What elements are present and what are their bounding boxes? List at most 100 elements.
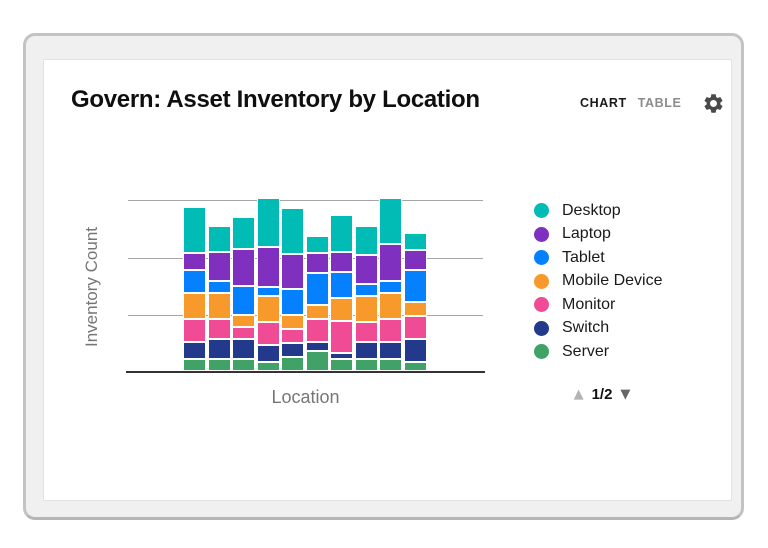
legend-item-mobile-device[interactable]: Mobile Device (534, 272, 663, 289)
bar-segment-desktop[interactable] (281, 208, 304, 254)
stacked-bar[interactable] (379, 198, 402, 371)
bar-segment-tablet[interactable] (281, 289, 304, 315)
bar-segment-switch[interactable] (281, 343, 304, 357)
bar-segment-server[interactable] (232, 359, 255, 371)
bar-segment-monitor[interactable] (330, 321, 353, 353)
bar-segment-desktop[interactable] (330, 215, 353, 252)
legend-item-laptop[interactable]: Laptop (534, 225, 662, 242)
stacked-bar[interactable] (256, 198, 280, 371)
page-down-icon[interactable]: ▼ (620, 387, 631, 402)
bar-segment-server[interactable] (183, 359, 206, 371)
bar-segment-mobile-device[interactable] (256, 296, 280, 322)
bar-segment-laptop[interactable] (281, 254, 304, 289)
bar-segment-monitor[interactable] (183, 319, 206, 342)
legend-item-server[interactable]: Server (534, 343, 662, 360)
bar-segment-tablet[interactable] (403, 270, 427, 302)
x-axis-line (126, 371, 485, 373)
stacked-bar[interactable] (305, 236, 329, 371)
bar-segment-laptop[interactable] (305, 253, 329, 273)
bar-segment-mobile-device[interactable] (207, 293, 231, 319)
bar-segment-server[interactable] (379, 359, 402, 371)
bar-segment-tablet[interactable] (183, 270, 206, 293)
bar-segment-tablet[interactable] (330, 272, 353, 298)
bar-segment-server[interactable] (305, 351, 329, 371)
bar-segment-desktop[interactable] (305, 236, 329, 253)
bar-segment-desktop[interactable] (207, 226, 231, 252)
bar-segment-mobile-device[interactable] (232, 315, 255, 327)
bar-segment-tablet[interactable] (354, 284, 378, 296)
legend-label: Mobile Device (562, 272, 663, 289)
bar-segment-switch[interactable] (232, 339, 255, 359)
legend-item-desktop[interactable]: Desktop (534, 202, 662, 219)
bar-segment-tablet[interactable] (256, 287, 280, 296)
bar-segment-laptop[interactable] (183, 253, 206, 270)
bar-segment-monitor[interactable] (403, 316, 427, 339)
bar-segment-monitor[interactable] (379, 319, 402, 342)
tab-chart[interactable]: CHART (580, 96, 627, 110)
bar-segment-desktop[interactable] (403, 233, 427, 250)
tab-table[interactable]: TABLE (637, 96, 682, 110)
gear-icon (702, 92, 725, 115)
bar-segment-laptop[interactable] (403, 250, 427, 270)
bar-segment-tablet[interactable] (232, 286, 255, 315)
bar-segment-desktop[interactable] (183, 207, 206, 253)
bar-segment-monitor[interactable] (232, 327, 255, 339)
bar-segment-mobile-device[interactable] (379, 293, 402, 319)
bar-segment-mobile-device[interactable] (281, 315, 304, 329)
bar-segment-server[interactable] (256, 362, 280, 371)
bar-segment-tablet[interactable] (379, 281, 402, 293)
legend-item-switch[interactable]: Switch (534, 319, 662, 336)
page-title: Govern: Asset Inventory by Location (71, 86, 480, 113)
stacked-bar-chart (126, 198, 485, 373)
bar-segment-laptop[interactable] (256, 247, 280, 287)
bar-segment-laptop[interactable] (207, 252, 231, 281)
bar-segment-monitor[interactable] (281, 329, 304, 343)
bar-segment-switch[interactable] (330, 353, 353, 359)
bar-segment-switch[interactable] (354, 342, 378, 359)
legend-swatch-icon (534, 320, 549, 336)
bar-segment-mobile-device[interactable] (403, 302, 427, 316)
bar-segment-server[interactable] (330, 359, 353, 371)
stacked-bar[interactable] (207, 226, 231, 371)
bar-segment-tablet[interactable] (305, 273, 329, 305)
bar-segment-tablet[interactable] (207, 281, 231, 293)
stacked-bar[interactable] (403, 233, 427, 371)
stacked-bar[interactable] (354, 226, 378, 371)
bar-segment-switch[interactable] (305, 342, 329, 351)
bar-segment-switch[interactable] (183, 342, 206, 359)
bar-segment-switch[interactable] (403, 339, 427, 362)
bar-segment-mobile-device[interactable] (305, 305, 329, 319)
bar-segment-desktop[interactable] (256, 198, 280, 247)
bar-segment-laptop[interactable] (232, 249, 255, 286)
bar-segment-monitor[interactable] (207, 319, 231, 339)
bar-segment-server[interactable] (354, 359, 378, 371)
bar-segment-laptop[interactable] (330, 252, 353, 272)
bar-segment-monitor[interactable] (256, 322, 280, 345)
bar-segment-switch[interactable] (207, 339, 231, 359)
bar-segment-monitor[interactable] (305, 319, 329, 342)
bar-segment-server[interactable] (207, 359, 231, 371)
page-up-icon[interactable]: ▲ (573, 387, 584, 402)
legend-item-monitor[interactable]: Monitor (534, 296, 662, 313)
bar-segment-switch[interactable] (256, 345, 280, 362)
bar-segment-mobile-device[interactable] (330, 298, 353, 321)
bar-segment-desktop[interactable] (354, 226, 378, 255)
bar-segment-desktop[interactable] (379, 198, 402, 244)
bar-segment-server[interactable] (281, 357, 304, 371)
stacked-bar[interactable] (281, 208, 304, 371)
bar-segment-desktop[interactable] (232, 217, 255, 249)
stacked-bar[interactable] (330, 215, 353, 371)
stacked-bar[interactable] (183, 207, 206, 371)
bar-segment-laptop[interactable] (379, 244, 402, 281)
settings-button[interactable] (702, 92, 725, 115)
bar-segment-switch[interactable] (379, 342, 402, 359)
legend-item-tablet[interactable]: Tablet (534, 249, 662, 266)
bar-segment-server[interactable] (403, 362, 427, 371)
bar-segment-monitor[interactable] (354, 322, 378, 342)
bar-segment-mobile-device[interactable] (354, 296, 378, 322)
bar-segment-mobile-device[interactable] (183, 293, 206, 319)
page-indicator: 1/2 (591, 386, 613, 403)
legend-swatch-icon (534, 273, 549, 289)
stacked-bar[interactable] (232, 217, 255, 371)
bar-segment-laptop[interactable] (354, 255, 378, 284)
